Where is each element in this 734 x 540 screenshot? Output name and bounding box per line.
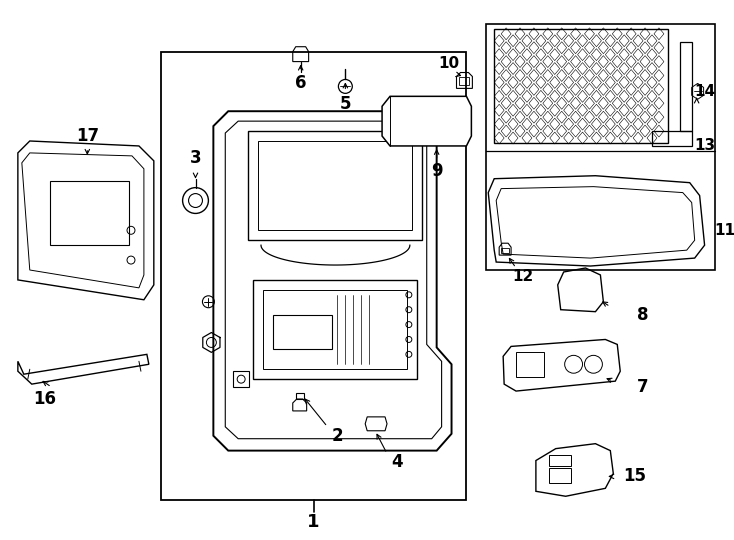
Text: 13: 13 [694, 138, 715, 153]
Bar [549, 469, 570, 483]
Bar [50, 181, 129, 245]
Text: 10: 10 [438, 56, 459, 71]
Bar [273, 315, 333, 349]
Text: 2: 2 [332, 427, 344, 445]
Text: 12: 12 [512, 269, 534, 285]
Bar [248, 131, 422, 240]
Text: 16: 16 [33, 390, 57, 408]
Bar [652, 131, 691, 146]
Text: 11: 11 [714, 223, 734, 238]
Text: 17: 17 [76, 127, 99, 145]
Bar [549, 455, 570, 467]
Text: 1: 1 [308, 513, 320, 531]
Text: 3: 3 [189, 149, 201, 167]
Polygon shape [382, 96, 471, 146]
Text: 6: 6 [295, 75, 306, 92]
Text: 9: 9 [431, 162, 443, 180]
Text: 8: 8 [637, 306, 649, 323]
Text: 15: 15 [624, 468, 647, 485]
Text: 7: 7 [637, 378, 649, 396]
Bar [680, 42, 691, 131]
Bar [253, 280, 417, 379]
Bar [258, 141, 412, 230]
Text: 5: 5 [340, 95, 351, 113]
Bar [501, 248, 509, 253]
Bar [263, 290, 407, 369]
Text: 14: 14 [694, 84, 715, 99]
Bar [486, 24, 714, 270]
Bar [459, 77, 470, 85]
Bar [516, 353, 544, 377]
Bar [161, 52, 466, 500]
Bar [494, 29, 668, 143]
Text: 4: 4 [391, 453, 403, 470]
